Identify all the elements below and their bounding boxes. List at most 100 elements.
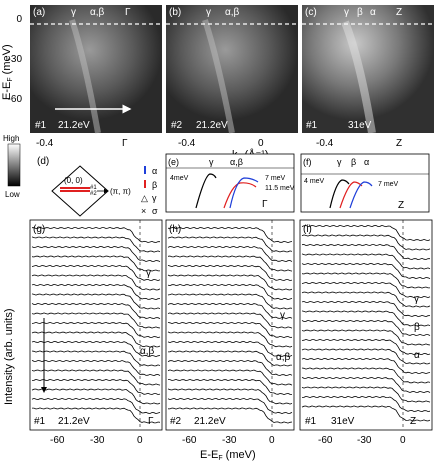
edc-curve — [167, 331, 293, 348]
xtick: -0.4 — [316, 138, 334, 149]
band-label-alpha-beta: α,β — [230, 157, 243, 167]
ytick: 0 — [16, 14, 22, 25]
bottom-x-axis: -60 -30 0 -60 -30 0 -60 -30 0 E-EF (meV)… — [3, 308, 406, 462]
edc-curve — [301, 329, 431, 346]
edc-curve — [301, 253, 431, 270]
legend-label-gamma: γ — [152, 193, 157, 203]
edc-curve — [31, 397, 161, 415]
run-label: #1 — [35, 120, 47, 131]
band-label-alpha: α — [370, 7, 376, 18]
gap-label-left: 4 meV — [304, 178, 325, 185]
edc-curve — [167, 245, 293, 263]
gamma-band-curve — [329, 179, 350, 209]
edc-curve — [167, 293, 293, 310]
panel-tag: (b) — [169, 7, 181, 18]
panel-tag: (a) — [33, 7, 45, 18]
xtick: 0 — [137, 435, 143, 446]
edc-curve — [167, 407, 293, 424]
beta-band-curve — [223, 182, 257, 209]
photon-energy: 31eV — [331, 416, 355, 427]
panel-i: (i) γ β α Z #1 31eV — [299, 219, 433, 431]
edc-curve — [31, 226, 161, 243]
edc-curve — [301, 300, 431, 318]
colorbar-high-label: High — [3, 134, 19, 143]
edc-curve — [31, 236, 161, 253]
band-label-alpha-beta: α,β — [90, 7, 105, 18]
band-label-gamma: γ — [344, 7, 349, 18]
edc-curve — [301, 348, 431, 365]
edc-curve — [168, 378, 293, 396]
panel-tag: (f) — [303, 157, 312, 167]
band-label-alpha: α — [364, 157, 369, 167]
origin-label: (0, 0) — [64, 176, 83, 185]
point-label: Z — [396, 7, 402, 18]
edc-curve — [31, 302, 161, 319]
xtick: 0 — [269, 435, 275, 446]
panel-h: (h) γ α,β #2 21.2eV — [165, 219, 295, 431]
band-trace-a — [69, 19, 101, 134]
corner-label: (π, π) — [110, 187, 131, 196]
edc-curve — [301, 243, 431, 261]
edc-curve — [167, 264, 293, 281]
band-label-gamma: γ — [337, 157, 342, 167]
point-label: Z — [398, 200, 404, 211]
photon-energy: 21.2eV — [196, 120, 228, 131]
edc-curve — [301, 357, 431, 375]
photon-energy: 21.2eV — [58, 416, 90, 427]
panel-frame — [299, 219, 433, 431]
edc-curve — [167, 388, 293, 405]
panel-g: (g) γ α,β Γ #1 21.2eV — [29, 219, 163, 431]
panel-frame — [165, 219, 295, 431]
edc-curve — [31, 312, 161, 329]
gap-label-alpha: 7 meV — [265, 175, 286, 182]
xtick: -30 — [90, 435, 105, 446]
edc-curve — [31, 321, 161, 339]
panel-c: (c) γ β α Z #1 31eV -0.4 Z — [302, 5, 434, 149]
panel-frame — [165, 153, 295, 213]
panel-tag: (e) — [168, 157, 179, 167]
edc-curve — [301, 224, 431, 242]
point-label: Γ — [125, 7, 131, 18]
panel-f: (f) γ β α 4 meV 7 meV Z — [300, 153, 430, 213]
band-label-beta: β — [357, 7, 363, 18]
point-label: Γ — [262, 199, 268, 210]
panel-b: (b) γ α,β #2 21.2eV -0.4 0 k// (Å⁻¹) — [166, 5, 298, 162]
edc-curve — [31, 274, 161, 291]
edc-curve — [167, 236, 293, 253]
xtick: -0.4 — [178, 138, 196, 149]
photon-energy: 31eV — [348, 120, 372, 131]
xtick: Z — [396, 138, 402, 149]
run-label: #2 — [171, 120, 183, 131]
panel-tag: (c) — [305, 7, 317, 18]
xtick: 0 — [400, 435, 406, 446]
xtick: -0.4 — [36, 138, 54, 149]
edc-curve — [167, 283, 293, 301]
edc-curve — [167, 340, 293, 357]
point-label: Z — [410, 416, 416, 427]
colorbar: High Low — [3, 134, 21, 199]
edc-curve — [301, 310, 431, 327]
x-axis-label: E-EF (meV) — [200, 449, 256, 462]
run-label: #1 — [306, 120, 318, 131]
edc-curve — [31, 283, 161, 301]
edc-curve — [301, 281, 431, 299]
band-label-alpha-beta: α,β — [276, 352, 291, 363]
legend-label-beta: β — [152, 180, 157, 190]
band-label-alpha: α — [414, 350, 420, 361]
band-label-gamma: γ — [206, 7, 211, 18]
y-axis-label: E-EF (meV) — [1, 44, 14, 100]
edc-curve — [32, 407, 161, 424]
band-trace-b — [202, 19, 235, 134]
band-label-gamma: γ — [414, 294, 419, 305]
top-y-axis: 0 -30 -60 E-EF (meV) — [1, 14, 22, 105]
panel-tag: (i) — [303, 224, 312, 235]
edc-curve — [167, 321, 293, 339]
edc-curve — [301, 291, 431, 308]
edc-curve — [31, 350, 161, 367]
y-axis-label: Intensity (arb. units) — [3, 308, 15, 405]
edc-curve — [167, 312, 293, 329]
edc-curve — [301, 395, 431, 413]
legend-label-sigma: σ — [152, 206, 158, 216]
beta-band-curve — [339, 181, 363, 209]
xtick: Γ — [122, 138, 128, 149]
